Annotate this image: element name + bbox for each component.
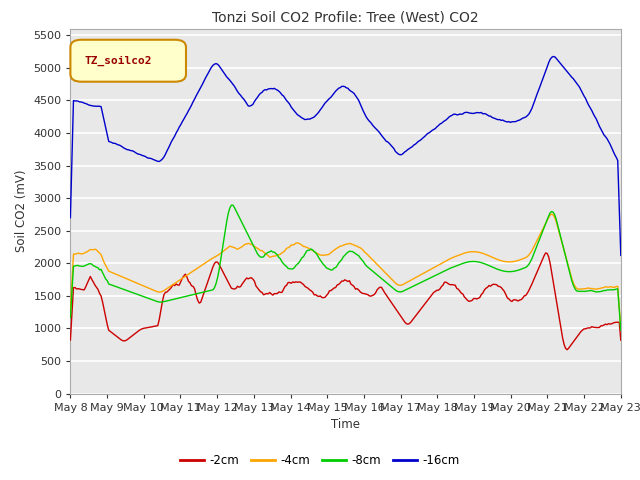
Title: Tonzi Soil CO2 Profile: Tree (West) CO2: Tonzi Soil CO2 Profile: Tree (West) CO2 xyxy=(212,11,479,25)
Legend: -2cm, -4cm, -8cm, -16cm: -2cm, -4cm, -8cm, -16cm xyxy=(175,449,465,472)
X-axis label: Time: Time xyxy=(331,418,360,431)
FancyBboxPatch shape xyxy=(70,40,186,82)
Y-axis label: Soil CO2 (mV): Soil CO2 (mV) xyxy=(15,170,28,252)
Text: TZ_soilco2: TZ_soilco2 xyxy=(84,56,152,66)
